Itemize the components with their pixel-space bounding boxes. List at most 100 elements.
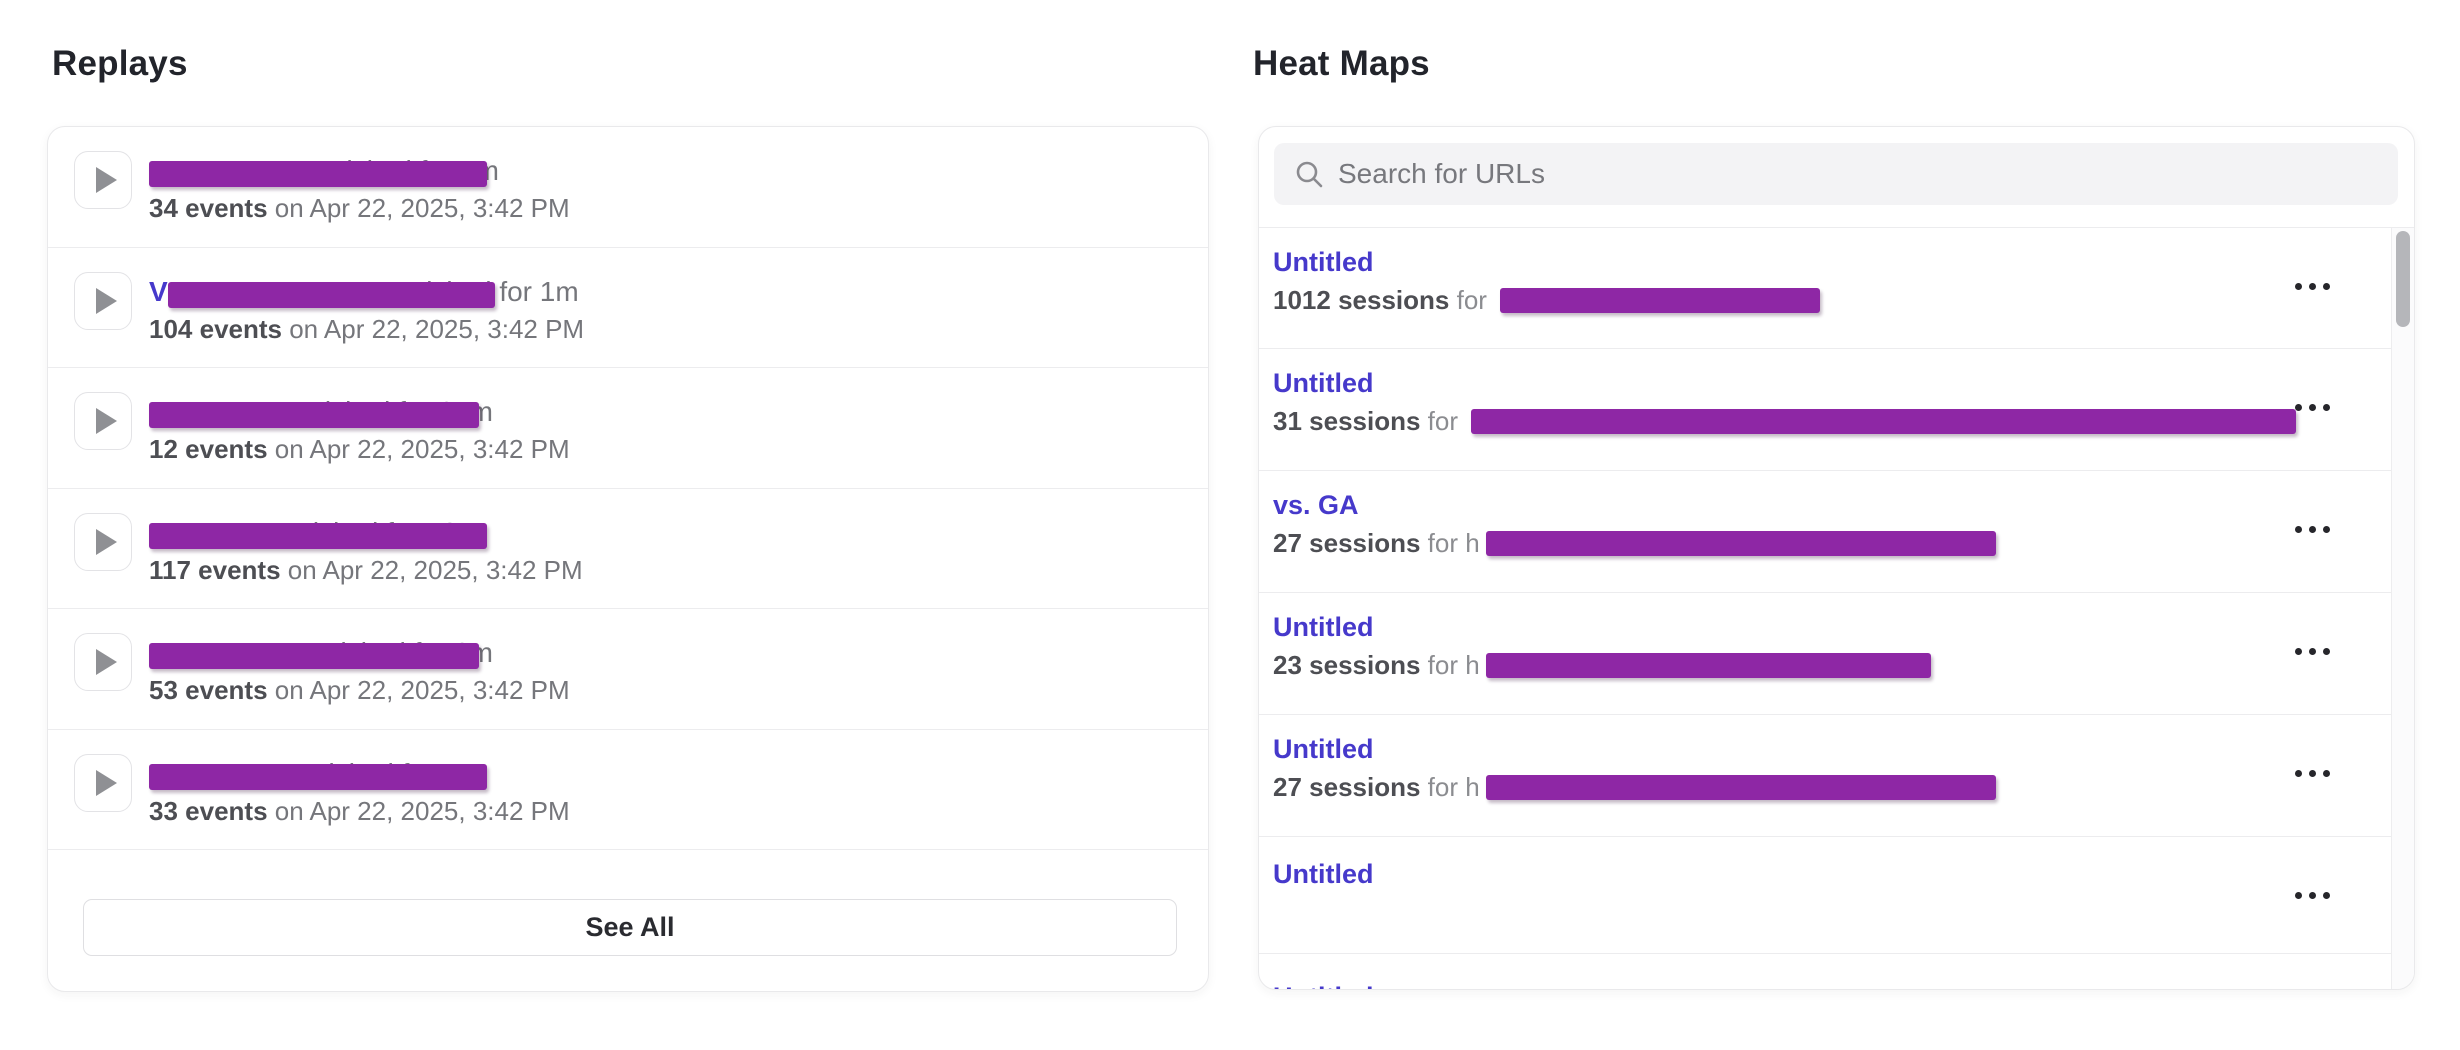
session-count: 31 sessions: [1273, 406, 1421, 436]
replay-meta-line: 53 events on Apr 22, 2025, 3:42 PM: [149, 675, 570, 706]
replay-list-item[interactable]: V visited for 1m 104 events on Apr 22, 2…: [48, 248, 1208, 368]
play-button[interactable]: [74, 151, 132, 209]
replays-card: visited for 1m 34 events on Apr 22, 2025…: [47, 126, 1209, 992]
play-icon: [95, 528, 117, 555]
ellipsis-icon: [2309, 282, 2316, 290]
replay-info: V visited for 1m 104 events on Apr 22, 2…: [149, 275, 584, 368]
more-options-button[interactable]: [2295, 276, 2341, 296]
ellipsis-icon: [2295, 282, 2302, 290]
heatmap-title-link[interactable]: Untitled: [1273, 982, 1374, 989]
heatmap-sessions-line: 27 sessions for h: [1273, 772, 2393, 803]
heatmap-list-item[interactable]: Untitled: [1259, 954, 2393, 989]
play-button[interactable]: [74, 633, 132, 691]
session-count: 27 sessions: [1273, 528, 1421, 558]
ellipsis-icon: [2309, 891, 2316, 899]
replay-list-item[interactable]: visited for 1m 34 events on Apr 22, 2025…: [48, 127, 1208, 248]
replay-list-item[interactable]: visited for 1m 33 events on Apr 22, 2025…: [48, 730, 1208, 850]
heatmap-list-item[interactable]: Untitled 23 sessions for h: [1259, 593, 2393, 715]
redaction-bar: [1485, 774, 1996, 800]
search-icon: [1296, 161, 1323, 188]
url-fragment: h: [1465, 528, 1480, 558]
play-button[interactable]: [74, 392, 132, 450]
play-button[interactable]: [74, 753, 132, 812]
more-options-button[interactable]: [2295, 641, 2341, 661]
scrollbar-thumb[interactable]: [2396, 231, 2410, 327]
ellipsis-icon: [2323, 525, 2330, 533]
replay-visitor-line: visited for 1m: [149, 757, 570, 793]
search-input[interactable]: [1338, 158, 2378, 190]
replay-date: on Apr 22, 2025, 3:42 PM: [274, 795, 570, 826]
heatmap-list-item[interactable]: Untitled: [1259, 837, 2393, 954]
event-count: 117 events: [149, 554, 281, 585]
redacted-visitor-name: visited for 19m: [149, 516, 487, 552]
replay-info: visited for 1m 34 events on Apr 22, 2025…: [149, 154, 570, 247]
replay-meta-line: 117 events on Apr 22, 2025, 3:42 PM: [149, 555, 583, 586]
replay-list: visited for 1m 34 events on Apr 22, 2025…: [48, 127, 1208, 850]
scrollbar-track[interactable]: [2391, 228, 2414, 989]
search-box[interactable]: [1274, 143, 2398, 205]
heatmaps-section-title: Heat Maps: [1253, 44, 1430, 83]
replay-list-item[interactable]: visited for 21m 12 events on Apr 22, 202…: [48, 368, 1208, 489]
heatmap-sessions-line: 31 sessions for: [1273, 406, 2393, 437]
play-icon: [95, 287, 117, 314]
ellipsis-icon: [2295, 769, 2302, 777]
heatmap-title-link[interactable]: Untitled: [1273, 247, 1374, 277]
replay-info: visited for 2m 53 events on Apr 22, 2025…: [149, 636, 570, 729]
heatmap-title-link[interactable]: Untitled: [1273, 612, 1374, 642]
for-label: for: [1456, 285, 1487, 315]
see-all-container: See All: [83, 899, 1177, 956]
heatmaps-card: Untitled 1012 sessions for Untitled 31 s…: [1258, 126, 2415, 990]
redaction-bar: [149, 522, 487, 549]
replay-visitor-line: visited for 2m: [149, 636, 570, 672]
heatmap-title-link[interactable]: vs. GA: [1273, 490, 1359, 520]
heatmap-list-item[interactable]: Untitled 27 sessions for h: [1259, 715, 2393, 837]
heatmap-list-item[interactable]: Untitled 31 sessions for: [1259, 349, 2393, 471]
replay-visitor-line: visited for 19m: [149, 516, 583, 552]
heatmap-title-link[interactable]: Untitled: [1273, 859, 1374, 889]
event-count: 33 events: [149, 795, 268, 826]
heatmap-sessions-line: 1012 sessions for: [1273, 285, 2393, 316]
replay-date: on Apr 22, 2025, 3:42 PM: [274, 193, 570, 223]
more-options-button[interactable]: [2295, 885, 2341, 905]
ellipsis-icon: [2295, 403, 2302, 411]
heatmap-search-section: [1259, 127, 2414, 228]
play-icon: [95, 649, 117, 675]
for-label: for: [1427, 406, 1459, 436]
more-options-button[interactable]: [2295, 763, 2341, 783]
play-button[interactable]: [74, 512, 132, 571]
ellipsis-icon: [2323, 647, 2330, 655]
redaction-bar: [149, 763, 487, 790]
heatmap-title-link[interactable]: Untitled: [1273, 734, 1374, 764]
replays-section-title: Replays: [52, 44, 188, 83]
redaction-bar: [167, 281, 495, 308]
replay-visitor-line: visited for 1m: [149, 154, 570, 190]
heatmap-sessions-line: 23 sessions for h: [1273, 650, 2393, 681]
redacted-visitor-name: visited for 21m: [149, 395, 493, 431]
ellipsis-icon: [2323, 403, 2330, 411]
redacted-visitor-name: visited for 2m: [149, 636, 493, 672]
ellipsis-icon: [2309, 769, 2316, 777]
replay-list-item[interactable]: visited for 19m 117 events on Apr 22, 20…: [48, 489, 1208, 609]
redaction-bar: [1485, 530, 1996, 556]
replay-date: on Apr 22, 2025, 3:42 PM: [274, 675, 570, 705]
redacted-visitor-name: visited for 1m: [167, 275, 579, 311]
heatmap-title-link[interactable]: Untitled: [1273, 368, 1374, 398]
more-options-button[interactable]: [2295, 397, 2341, 417]
for-label: for: [1427, 772, 1459, 802]
ellipsis-icon: [2323, 282, 2330, 290]
more-options-button[interactable]: [2295, 519, 2341, 539]
event-count: 34 events: [149, 193, 268, 223]
visitor-name-fragment: V: [149, 275, 168, 307]
replay-visitor-line: visited for 21m: [149, 395, 570, 431]
ellipsis-icon: [2295, 891, 2302, 899]
heatmap-list-item[interactable]: Untitled 1012 sessions for: [1259, 228, 2393, 349]
replay-list-item[interactable]: visited for 2m 53 events on Apr 22, 2025…: [48, 609, 1208, 730]
heatmap-list: Untitled 1012 sessions for Untitled 31 s…: [1259, 228, 2393, 989]
redaction-bar: [149, 161, 487, 187]
url-fragment: h: [1465, 650, 1480, 680]
replay-meta-line: 12 events on Apr 22, 2025, 3:42 PM: [149, 434, 570, 465]
replay-date: on Apr 22, 2025, 3:42 PM: [274, 434, 570, 464]
see-all-button[interactable]: See All: [83, 899, 1177, 956]
play-button[interactable]: [74, 271, 132, 330]
heatmap-list-item[interactable]: vs. GA 27 sessions for h: [1259, 471, 2393, 593]
